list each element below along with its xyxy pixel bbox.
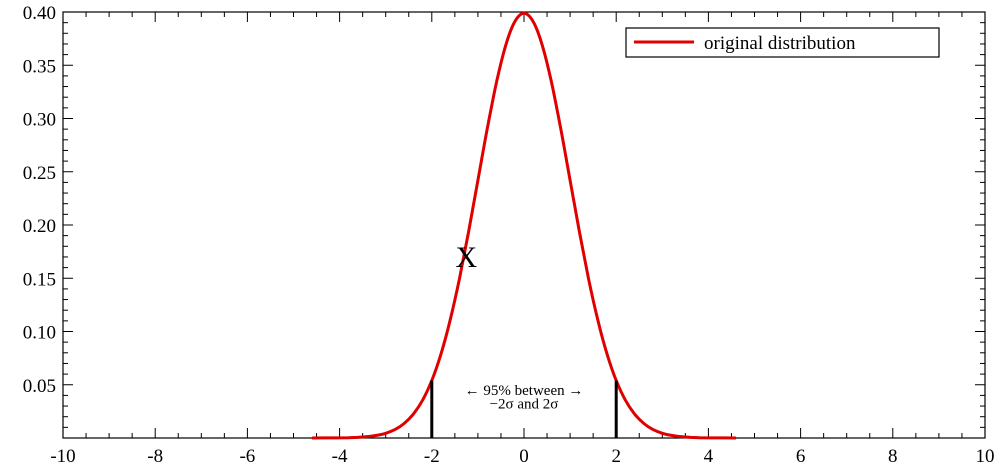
series-line-original-distribution <box>311 11 737 440</box>
x-tick-label: 6 <box>796 446 806 467</box>
y-tick-label: 0.30 <box>23 110 56 131</box>
y-tick-label: 0.10 <box>23 323 56 344</box>
x-tick-label: -2 <box>424 446 440 467</box>
x-tick-label: 2 <box>611 446 621 467</box>
y-tick-labels: 0.05 0.10 0.15 0.20 0.25 0.30 0.35 0.40 <box>23 3 56 397</box>
y-tick-label: 0.25 <box>23 163 56 184</box>
x-tick-label: -8 <box>147 446 163 467</box>
x-tick-labels: -10 -8 -6 -4 -2 0 2 4 6 8 10 <box>50 446 994 467</box>
y-tick-label: 0.40 <box>23 3 56 24</box>
x-tick-label: 8 <box>888 446 898 467</box>
point-marker-x: X <box>456 241 478 274</box>
y-tick-label: 0.20 <box>23 216 56 237</box>
axis-ticks <box>62 11 986 439</box>
y-tick-label: 0.35 <box>23 56 56 77</box>
legend: original distribution <box>625 27 940 58</box>
y-tick-label: 0.05 <box>23 376 56 397</box>
legend-label: original distribution <box>704 33 856 54</box>
x-tick-label: -4 <box>332 446 348 467</box>
x-tick-label: -6 <box>239 446 255 467</box>
y-tick-label: 0.15 <box>23 269 56 290</box>
interval-annotation-line2: −2σ and 2σ <box>490 397 559 413</box>
x-tick-label: -10 <box>50 446 75 467</box>
x-tick-label: 4 <box>704 446 714 467</box>
x-tick-label: 0 <box>519 446 529 467</box>
interval-annotation-line1: ← 95% between → <box>465 383 584 399</box>
plot-frame <box>62 11 986 439</box>
x-tick-label: 10 <box>976 446 995 467</box>
